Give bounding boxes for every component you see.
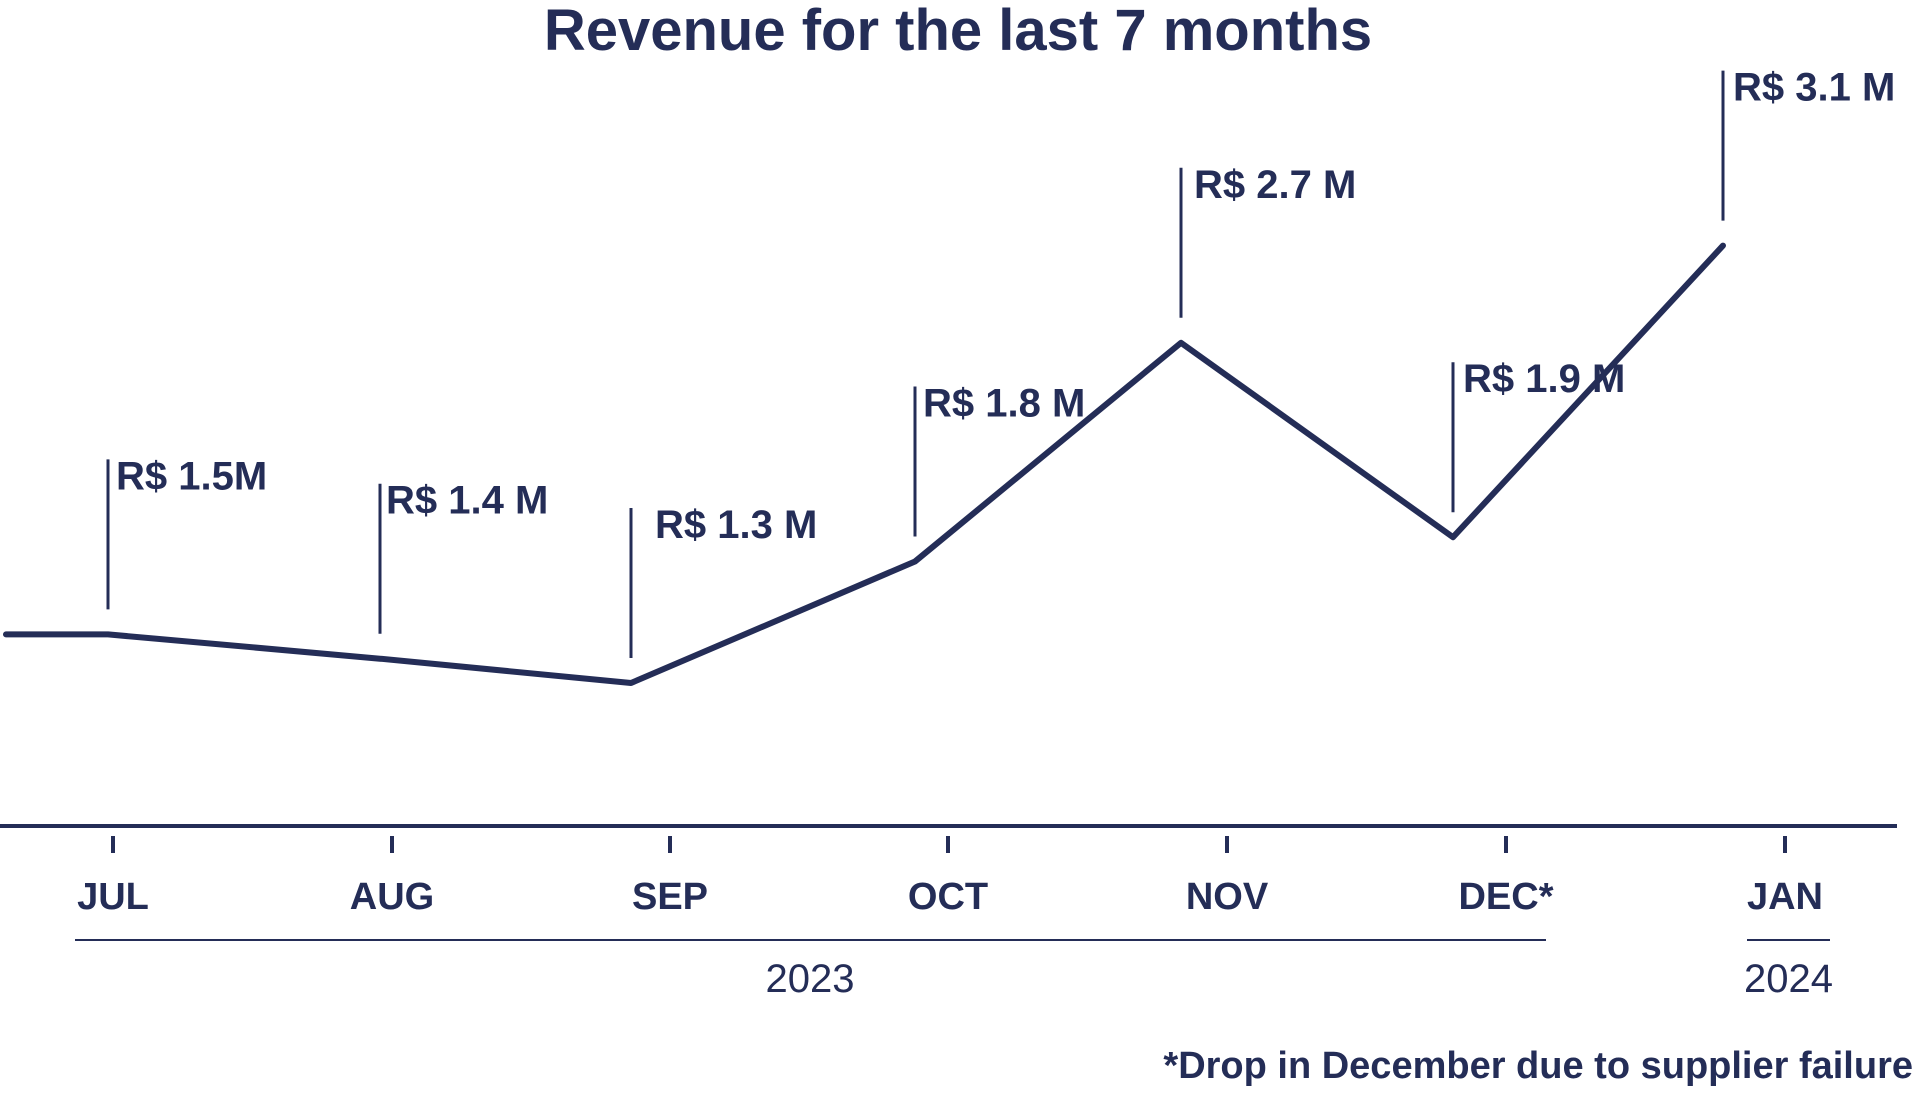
chart-footnote: *Drop in December due to supplier failur…	[1163, 1045, 1913, 1087]
data-label-6: R$ 3.1 M	[1733, 66, 1895, 110]
data-label-4: R$ 2.7 M	[1194, 163, 1356, 207]
year-label-0: 2023	[766, 957, 855, 1001]
year-brackets: 2023 2024	[75, 939, 1833, 1001]
x-tick-label-4: NOV	[1186, 876, 1269, 918]
value-leader-lines	[106, 70, 1725, 658]
x-tick-label-3: OCT	[908, 876, 988, 918]
x-tick-label-2: SEP	[632, 876, 708, 918]
data-value-labels: R$ 1.5M R$ 1.4 M R$ 1.3 M R$ 1.8 M R$ 2.7 M R…	[116, 66, 1895, 547]
x-axis-ticks	[111, 836, 1787, 853]
x-tick-label-5: DEC*	[1458, 876, 1553, 918]
data-label-2: R$ 1.3 M	[655, 503, 817, 547]
chart-title: Revenue for the last 7 months	[544, 0, 1372, 63]
data-label-0: R$ 1.5M	[116, 454, 267, 498]
x-tick-label-6: JAN	[1747, 876, 1823, 918]
x-tick-label-1: AUG	[350, 876, 434, 918]
data-label-3: R$ 1.8 M	[923, 382, 1085, 426]
year-label-1: 2024	[1744, 957, 1833, 1001]
x-axis-tick-labels: JUL AUG SEP OCT NOV DEC* JAN	[77, 876, 1823, 918]
data-label-1: R$ 1.4 M	[386, 479, 548, 523]
x-tick-label-0: JUL	[77, 876, 149, 918]
revenue-series-line	[3, 242, 1726, 686]
